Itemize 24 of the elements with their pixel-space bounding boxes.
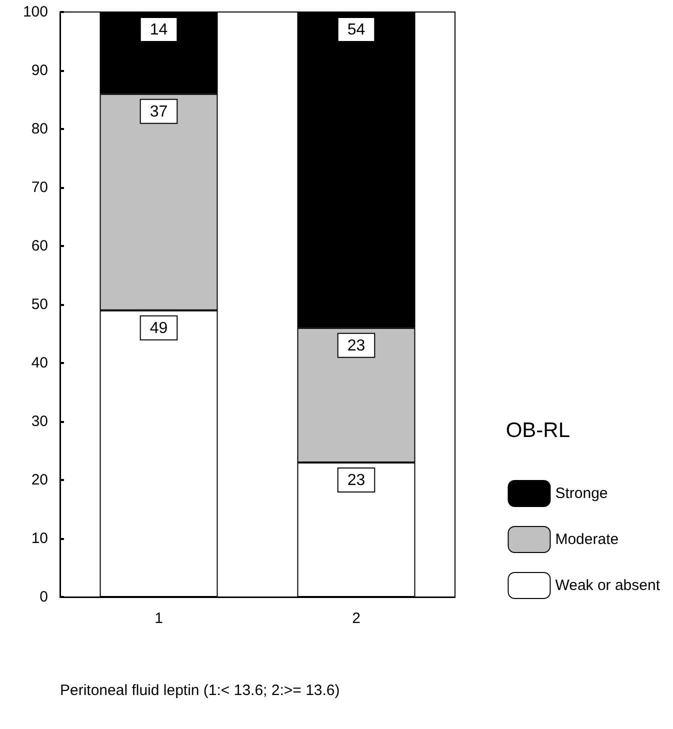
y-tick-label: 100 [22, 4, 48, 20]
x-axis-title: Peritoneal fluid leptin (1:< 13.6; 2:>= 13.6) [60, 682, 340, 699]
data-label: 14 [150, 22, 168, 38]
y-tick-label: 70 [31, 179, 48, 196]
legend-label: Moderate [555, 531, 619, 548]
x-tick-label: 2 [352, 610, 360, 627]
y-tick-label: 20 [31, 472, 48, 488]
y-tick-label: 80 [31, 120, 48, 138]
y-tick-label: 50 [31, 296, 48, 313]
legend-label: Weak or absent [555, 577, 661, 594]
data-label: 49 [150, 320, 168, 337]
y-tick-label: 60 [31, 238, 48, 254]
data-label: 23 [347, 472, 366, 489]
y-tick-label: 30 [31, 413, 48, 430]
legend-title: OB-RL [506, 419, 570, 442]
y-tick-label: 90 [31, 62, 48, 79]
legend-label: Stronge [555, 485, 608, 502]
data-label: 54 [347, 22, 366, 38]
data-label: 23 [347, 337, 366, 354]
y-tick-label: 0 [40, 588, 48, 606]
data-label: 37 [150, 103, 168, 120]
y-tick-label: 10 [31, 530, 48, 547]
y-tick-label: 40 [31, 354, 48, 372]
x-tick-label: 1 [154, 610, 163, 627]
